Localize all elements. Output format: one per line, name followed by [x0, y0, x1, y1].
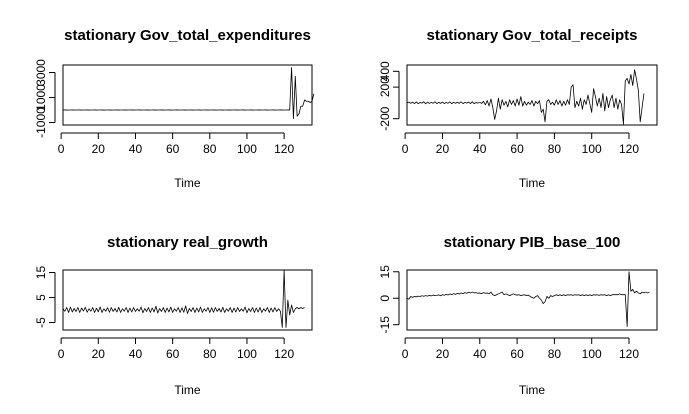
- chart-title: stationary Gov_total_expenditures: [64, 27, 311, 44]
- y-tick-label: 15: [34, 266, 48, 280]
- x-tick-label: 100: [582, 347, 602, 361]
- panel-real-growth: stationary real_growth Time 0 20 40 60 80 100…: [34, 234, 313, 397]
- x-tick-label: 20: [436, 347, 450, 361]
- x-tick-label: 120: [274, 347, 294, 361]
- x-tick-label: 60: [510, 142, 524, 156]
- x-axis-label: Time: [519, 176, 546, 190]
- y-tick-label: 5: [34, 294, 48, 301]
- panel-gov-total-receipts: stationary Gov_total_receipts Time 0 20 40…: [378, 27, 658, 190]
- x-tick-label: 80: [548, 142, 562, 156]
- x-tick-label: 0: [58, 142, 65, 156]
- x-tick-label: 100: [582, 142, 602, 156]
- plot-frame: [406, 64, 658, 126]
- x-tick-label: 20: [436, 142, 450, 156]
- y-tick-label: -5: [34, 317, 48, 328]
- x-axis-label: Time: [174, 176, 201, 190]
- x-tick-label: 120: [619, 142, 639, 156]
- x-tick-label: 60: [166, 347, 180, 361]
- x-tick-label: 40: [473, 347, 487, 361]
- x-tick-label: 40: [129, 142, 143, 156]
- y-tick-label: -15: [378, 316, 392, 334]
- plot-frame: [406, 269, 658, 331]
- x-tick-label: 0: [402, 142, 409, 156]
- x-tick-label: 120: [619, 347, 639, 361]
- chart-title: stationary real_growth: [107, 234, 268, 251]
- x-tick-label: 40: [129, 347, 143, 361]
- y-tick-label: 3000: [34, 59, 48, 86]
- chart-title: stationary Gov_total_receipts: [427, 27, 638, 44]
- x-tick-label: 60: [510, 347, 524, 361]
- panel-pib-base-100: stationary PIB_base_100 Time 0 20 40 60 80 10…: [378, 234, 658, 397]
- panel-gov-total-expenditures: stationary Gov_total_expenditures Time 0…: [34, 27, 315, 190]
- x-tick-label: 0: [402, 347, 409, 361]
- x-tick-label: 80: [203, 142, 217, 156]
- chart-title: stationary PIB_base_100: [444, 234, 621, 251]
- series-line: [62, 269, 305, 328]
- x-tick-label: 80: [548, 347, 562, 361]
- series-line: [406, 271, 650, 327]
- y-tick-label: -1000: [34, 107, 48, 138]
- y-tick-label: 200: [378, 77, 392, 97]
- y-tick-label: 0: [378, 295, 392, 302]
- series-line: [406, 69, 645, 125]
- plot-frame: [62, 64, 313, 126]
- x-axis-label: Time: [519, 383, 546, 397]
- x-tick-label: 60: [166, 142, 180, 156]
- x-tick-label: 0: [58, 347, 65, 361]
- y-tick-label: 1000: [34, 84, 48, 111]
- x-tick-label: 100: [237, 347, 257, 361]
- series-line: [62, 67, 315, 120]
- y-tick-label: 15: [378, 265, 392, 279]
- x-tick-label: 120: [274, 142, 294, 156]
- y-tick-label: -200: [378, 106, 392, 130]
- x-tick-label: 80: [203, 347, 217, 361]
- plot-frame: [62, 269, 313, 331]
- x-tick-label: 100: [237, 142, 257, 156]
- y-tick-label: 400: [378, 61, 392, 81]
- x-axis-label: Time: [174, 383, 201, 397]
- x-tick-label: 40: [473, 142, 487, 156]
- x-tick-label: 20: [92, 142, 106, 156]
- x-tick-label: 20: [92, 347, 106, 361]
